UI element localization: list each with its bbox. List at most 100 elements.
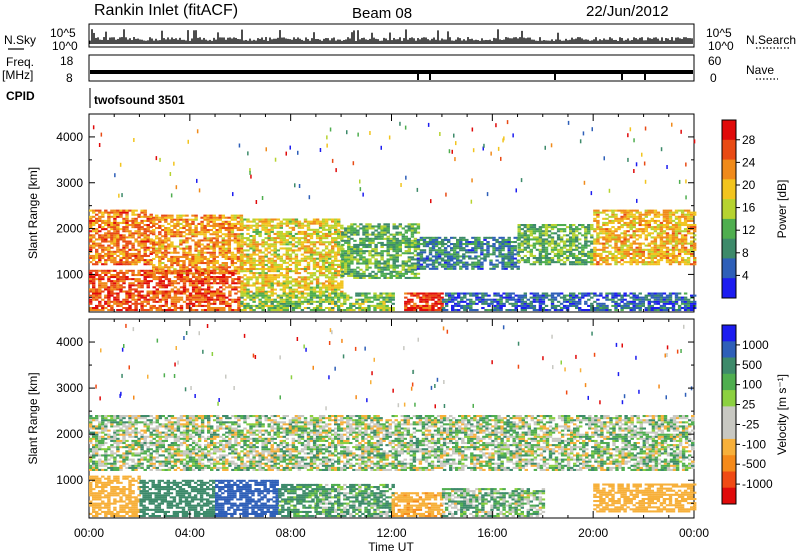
- data-cell: [425, 255, 430, 258]
- data-cell: [98, 284, 102, 287]
- data-cell: [276, 294, 281, 297]
- data-cell: [297, 239, 302, 242]
- data-cell: [224, 262, 229, 265]
- data-cell: [222, 294, 226, 297]
- data-cell: [544, 259, 549, 262]
- data-cell: [276, 307, 281, 310]
- data-cell: [182, 218, 186, 221]
- data-cell: [237, 298, 241, 301]
- data-cell: [89, 246, 93, 249]
- data-cell: [544, 234, 549, 237]
- data-cell: [340, 245, 344, 248]
- data-cell: [590, 240, 594, 243]
- data-cell: [344, 258, 348, 261]
- data-cell: [368, 272, 372, 275]
- data-cell: [474, 241, 478, 244]
- data-cell: [510, 265, 514, 268]
- data-cell: [468, 255, 472, 258]
- data-cell: [686, 228, 691, 231]
- data-cell: [565, 240, 570, 243]
- data-cell: [134, 209, 138, 212]
- data-cell: [194, 294, 199, 297]
- data-cell: [294, 265, 299, 268]
- data-cell: [507, 261, 511, 264]
- data-cell: [425, 257, 430, 260]
- data-cell: [632, 219, 636, 222]
- data-cell: [240, 222, 244, 225]
- data-cell: [224, 264, 229, 267]
- data-cell: [306, 255, 311, 258]
- data-cell: [347, 268, 351, 271]
- data-cell: [89, 244, 93, 247]
- data-cell: [550, 242, 555, 245]
- data-cell: [349, 309, 353, 312]
- data-cell: [291, 296, 296, 299]
- data-cell: [410, 270, 415, 273]
- data-cell: [258, 286, 262, 289]
- data-cell: [569, 250, 573, 253]
- data-cell: [128, 294, 132, 297]
- data-cell: [140, 246, 144, 249]
- data-cell: [362, 237, 366, 240]
- data-cell: [608, 252, 612, 255]
- data-cell: [176, 292, 181, 295]
- data-cell: [255, 307, 259, 310]
- data-cell: [365, 264, 369, 267]
- data-cell: [182, 268, 186, 271]
- data-cell: [213, 307, 217, 310]
- data-cell: [246, 232, 250, 235]
- data-cell: [270, 245, 274, 248]
- data-cell: [207, 274, 211, 277]
- data-cell: [267, 284, 271, 287]
- data-cell: [318, 257, 323, 260]
- data-cell: [122, 248, 126, 251]
- data-cell: [395, 256, 399, 259]
- data-cell: [200, 233, 204, 236]
- data-cell: [300, 294, 305, 297]
- data-cell: [572, 248, 576, 251]
- data-cell: [443, 265, 448, 268]
- data-cell: [143, 219, 147, 222]
- data-cell: [368, 258, 372, 261]
- data-cell: [191, 286, 196, 289]
- data-cell: [197, 270, 201, 273]
- data-cell: [665, 242, 670, 245]
- data-cell: [559, 240, 564, 243]
- data-cell: [137, 252, 141, 255]
- data-cell: [362, 227, 366, 230]
- data-cell: [662, 213, 667, 216]
- data-cell: [532, 244, 537, 247]
- data-cell: [590, 257, 594, 260]
- data-cell: [309, 276, 314, 279]
- data-cell: [207, 271, 211, 274]
- data-cell: [104, 259, 108, 262]
- data-cell: [167, 243, 171, 246]
- data-cell: [224, 227, 229, 230]
- data-cell: [362, 229, 366, 232]
- data-cell: [228, 298, 232, 301]
- data-cell: [611, 213, 615, 216]
- data-cell: [203, 227, 207, 230]
- data-cell: [188, 284, 193, 287]
- data-cell: [416, 261, 421, 264]
- data-cell: [188, 260, 192, 263]
- data-cell: [593, 230, 597, 233]
- data-cell: [623, 234, 627, 237]
- data-cell: [222, 309, 226, 312]
- data-cell: [107, 294, 111, 297]
- data-cell: [110, 286, 114, 289]
- data-cell: [662, 250, 667, 253]
- data-cell: [501, 261, 505, 264]
- data-cell: [374, 233, 378, 236]
- data-cell: [191, 266, 195, 269]
- data-cell: [538, 240, 543, 243]
- data-cell: [110, 238, 114, 241]
- data-cell: [221, 266, 226, 269]
- data-cell: [337, 251, 341, 254]
- data-cell: [158, 251, 162, 254]
- data-cell: [152, 247, 156, 250]
- data-cell: [413, 241, 418, 244]
- data-cell: [116, 211, 120, 214]
- data-cell: [125, 250, 129, 253]
- data-cell: [116, 276, 120, 279]
